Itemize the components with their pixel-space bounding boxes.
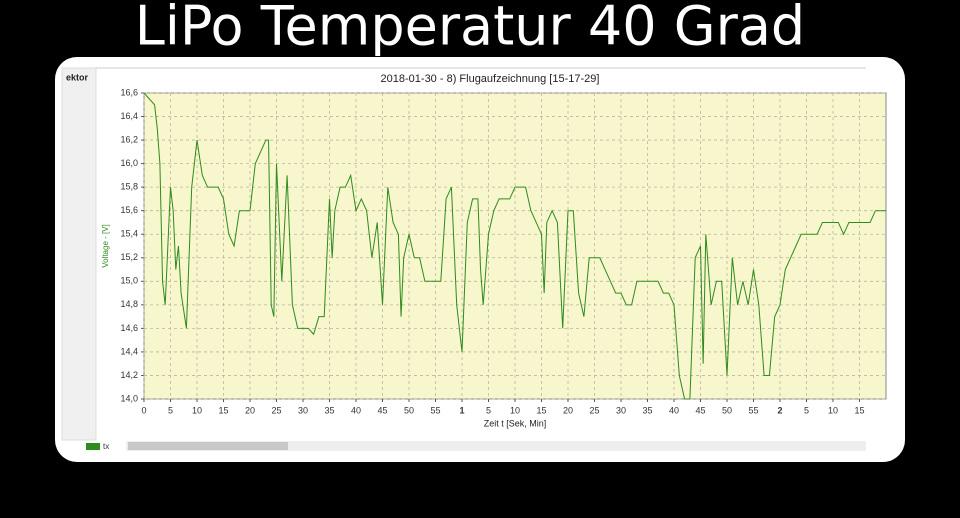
y-tick-label: 16,2: [120, 134, 138, 144]
x-tick-label: 50: [404, 405, 414, 415]
x-tick-label: 5: [486, 405, 491, 415]
x-tick-label: 2: [777, 405, 782, 415]
sidebar: [61, 67, 97, 441]
y-tick-label: 14,4: [120, 346, 138, 356]
x-tick-label: 35: [324, 405, 334, 415]
x-tick-label: 15: [854, 405, 864, 415]
y-tick-label: 16,0: [120, 158, 138, 168]
y-tick-label: 15,6: [120, 205, 138, 215]
page-title: LiPo Temperatur 40 Grad: [135, 0, 805, 58]
x-tick-label: 25: [589, 405, 599, 415]
x-tick-label: 20: [245, 405, 255, 415]
x-tick-label: 15: [536, 405, 546, 415]
scrollbar-track: [126, 441, 866, 451]
x-tick-label: 1: [459, 405, 464, 415]
x-axis-label: Zeit t [Sek, Min]: [484, 418, 547, 428]
y-tick-label: 14,6: [120, 323, 138, 333]
y-tick-label: 16,6: [120, 87, 138, 97]
chart-title: 2018-01-30 - 8) Flugaufzeichnung [15-17-…: [381, 73, 600, 85]
y-tick-label: 14,0: [120, 393, 138, 403]
y-tick-label: 15,0: [120, 276, 138, 286]
x-tick-label: 40: [351, 405, 361, 415]
status-icon: [86, 443, 100, 450]
x-tick-label: 30: [298, 405, 308, 415]
y-tick-label: 14,2: [120, 370, 138, 380]
x-tick-label: 10: [828, 405, 838, 415]
y-tick-label: 14,8: [120, 299, 138, 309]
x-tick-label: 45: [377, 405, 387, 415]
y-tick-label: 15,8: [120, 182, 138, 192]
x-tick-label: 5: [168, 405, 173, 415]
x-tick-label: 25: [271, 405, 281, 415]
x-tick-label: 50: [722, 405, 732, 415]
x-tick-label: 45: [695, 405, 705, 415]
y-tick-label: 15,4: [120, 229, 138, 239]
x-tick-label: 0: [141, 405, 146, 415]
x-tick-label: 15: [218, 405, 228, 415]
sidebar-label: ektor: [66, 72, 89, 82]
x-tick-label: 30: [616, 405, 626, 415]
y-tick-label: 16,4: [120, 111, 138, 121]
x-tick-label: 55: [748, 405, 758, 415]
data-line: [143, 92, 886, 400]
scrollbar-thumb[interactable]: [128, 442, 288, 450]
x-tick-label: 55: [430, 405, 440, 415]
y-tick-label: 15,2: [120, 252, 138, 262]
y-axis-label: Voltage - [V]: [101, 224, 110, 268]
x-tick-label: 40: [669, 405, 679, 415]
x-tick-label: 10: [510, 405, 520, 415]
x-tick-label: 35: [642, 405, 652, 415]
x-tick-label: 5: [804, 405, 809, 415]
status-label: tx: [103, 442, 109, 451]
x-tick-label: 10: [192, 405, 202, 415]
x-tick-label: 20: [563, 405, 573, 415]
